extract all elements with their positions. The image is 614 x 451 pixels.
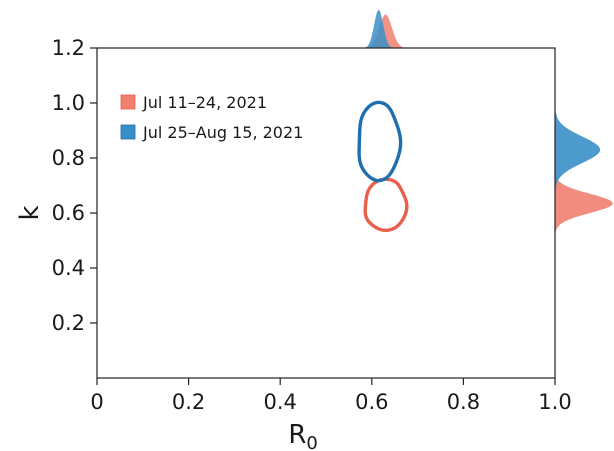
x-tick-label: 0 xyxy=(90,390,103,414)
marginal-r0-series-0 xyxy=(359,14,412,48)
x-tick-label: 0.6 xyxy=(355,390,388,414)
y-tick-label: 0.6 xyxy=(52,201,85,225)
y-tick-label: 0.8 xyxy=(52,146,85,170)
y-axis-title: k xyxy=(15,205,45,220)
legend-swatch-1 xyxy=(120,124,136,140)
x-axis-title-subscript: 0 xyxy=(306,433,317,451)
legend-swatch-0 xyxy=(120,94,136,110)
y-tick-label: 1.0 xyxy=(52,91,85,115)
x-tick-label: 0.2 xyxy=(172,390,205,414)
contour-series-1 xyxy=(357,100,403,183)
marginal-k-density xyxy=(555,96,613,242)
legend-label-0: Jul 11–24, 2021 xyxy=(142,93,267,112)
marginal-k-series-0 xyxy=(555,164,613,242)
marginal-k-series-1 xyxy=(555,96,601,203)
y-axis-ticks: 0.2 0.4 0.6 0.8 1.0 1.2 xyxy=(52,36,97,335)
x-tick-label: 1.0 xyxy=(538,390,571,414)
y-tick-label: 0.2 xyxy=(52,311,85,335)
legend: Jul 11–24, 2021 Jul 25–Aug 15, 2021 xyxy=(120,93,303,142)
y-tick-label: 1.2 xyxy=(52,36,85,60)
x-tick-label: 0.4 xyxy=(263,390,296,414)
marginal-r0-density xyxy=(359,10,412,48)
contours xyxy=(357,100,409,233)
y-tick-label: 0.4 xyxy=(52,256,85,280)
x-axis-title: R0 xyxy=(288,420,318,451)
legend-label-1: Jul 25–Aug 15, 2021 xyxy=(142,123,303,142)
x-tick-label: 0.8 xyxy=(447,390,480,414)
x-axis-ticks: 0 0.2 0.4 0.6 0.8 1.0 xyxy=(90,378,572,414)
contour-series-0 xyxy=(363,177,409,233)
marginal-r0-series-1 xyxy=(360,10,397,48)
